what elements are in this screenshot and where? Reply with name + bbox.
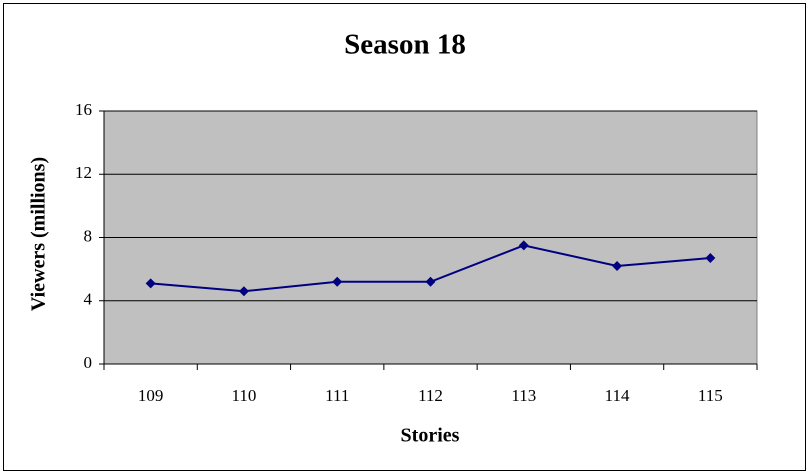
y-axis-label: Viewers (millions) xyxy=(28,157,50,311)
y-tick-label: 12 xyxy=(75,163,92,182)
x-tick-label: 112 xyxy=(418,386,443,405)
x-tick-label: 115 xyxy=(698,386,723,405)
y-tick-label: 8 xyxy=(84,226,93,245)
x-tick-label: 111 xyxy=(325,386,349,405)
y-tick-label: 16 xyxy=(75,100,92,119)
marker xyxy=(705,253,716,264)
x-tick-label: 113 xyxy=(511,386,536,405)
y-tick-label: 4 xyxy=(84,290,93,309)
x-tick-label: 110 xyxy=(231,386,256,405)
marker xyxy=(238,286,249,297)
chart-title: Season 18 xyxy=(344,29,466,61)
marker xyxy=(145,278,156,289)
marker xyxy=(518,240,529,251)
y-tick-label: 0 xyxy=(84,353,93,372)
marker xyxy=(332,276,343,287)
x-tick-label: 109 xyxy=(138,386,164,405)
marker xyxy=(612,260,623,271)
marker xyxy=(425,276,436,287)
x-tick-label: 114 xyxy=(605,386,630,405)
x-axis-label: Stories xyxy=(401,425,460,447)
